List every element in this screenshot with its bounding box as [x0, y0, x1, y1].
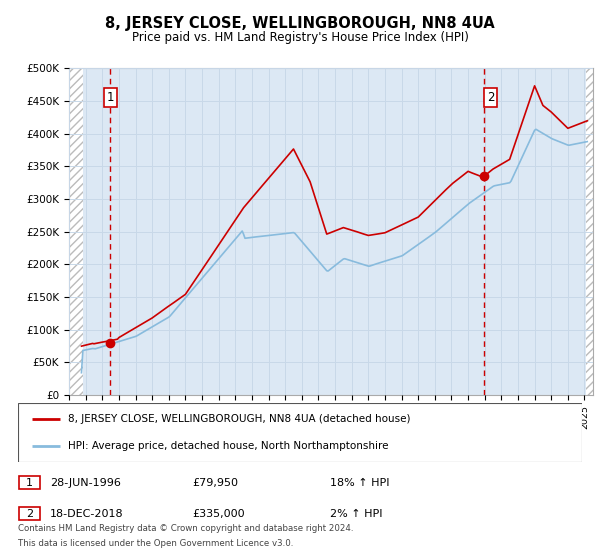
Text: 8, JERSEY CLOSE, WELLINGBOROUGH, NN8 4UA (detached house): 8, JERSEY CLOSE, WELLINGBOROUGH, NN8 4UA… [68, 414, 410, 424]
Text: HPI: Average price, detached house, North Northamptonshire: HPI: Average price, detached house, Nort… [68, 441, 388, 451]
Bar [69, 68, 83, 395]
Text: 8, JERSEY CLOSE, WELLINGBOROUGH, NN8 4UA: 8, JERSEY CLOSE, WELLINGBOROUGH, NN8 4UA [105, 16, 495, 31]
Text: 1: 1 [107, 91, 114, 104]
Text: 28-JUN-1996: 28-JUN-1996 [50, 478, 121, 488]
Text: This data is licensed under the Open Government Licence v3.0.: This data is licensed under the Open Gov… [18, 539, 293, 548]
Text: 2% ↑ HPI: 2% ↑ HPI [330, 508, 383, 519]
Text: 18% ↑ HPI: 18% ↑ HPI [330, 478, 389, 488]
Text: 18-DEC-2018: 18-DEC-2018 [50, 508, 124, 519]
Text: £79,950: £79,950 [192, 478, 238, 488]
Text: Contains HM Land Registry data © Crown copyright and database right 2024.: Contains HM Land Registry data © Crown c… [18, 524, 353, 533]
FancyBboxPatch shape [19, 507, 40, 520]
Bar [586, 68, 594, 395]
Text: 1: 1 [26, 478, 33, 488]
Text: 2: 2 [26, 508, 33, 519]
FancyBboxPatch shape [19, 476, 40, 489]
Text: Price paid vs. HM Land Registry's House Price Index (HPI): Price paid vs. HM Land Registry's House … [131, 31, 469, 44]
Text: £335,000: £335,000 [192, 508, 245, 519]
FancyBboxPatch shape [18, 403, 582, 462]
Text: 2: 2 [487, 91, 494, 104]
